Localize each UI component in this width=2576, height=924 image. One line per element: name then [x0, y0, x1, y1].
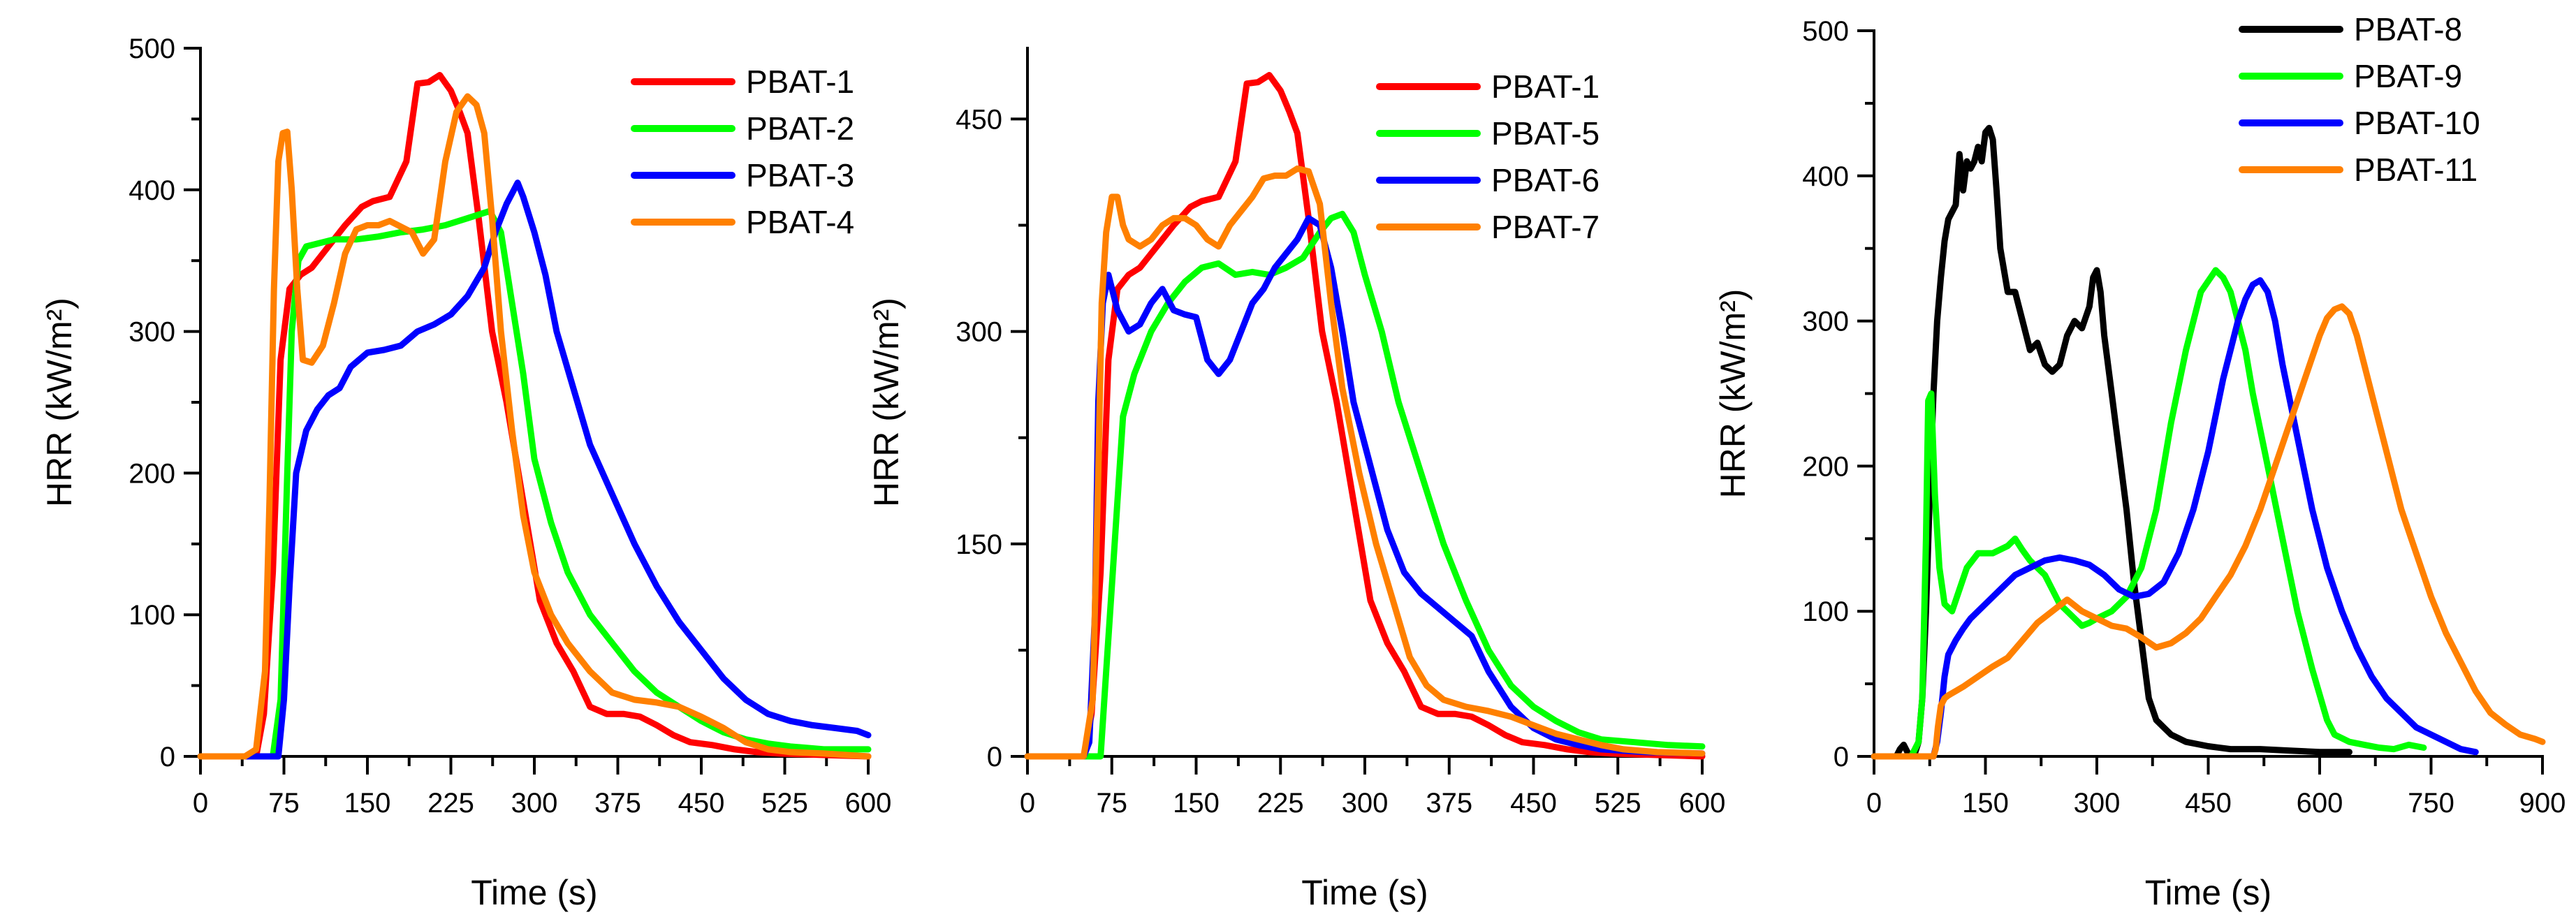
x-tick-label: 300 [2074, 788, 2121, 819]
y-axis-title: HRR (kW/m²) [40, 298, 79, 507]
x-tick-label: 300 [1342, 788, 1389, 819]
x-tick-label: 75 [268, 788, 300, 819]
legend-label: PBAT-4 [746, 204, 854, 240]
legend-label: PBAT-11 [2354, 152, 2478, 188]
x-tick-label: 450 [2185, 788, 2232, 819]
x-tick-label: 600 [845, 788, 892, 819]
legend-label: PBAT-10 [2354, 105, 2480, 141]
x-tick-label: 600 [2297, 788, 2343, 819]
x-tick-label: 375 [1426, 788, 1472, 819]
chart-panel-left: 0 75 150 225 300 375 450 525 600 0 100 200 300 400 500… [40, 34, 891, 912]
y-tick-label: 500 [1802, 16, 1849, 47]
y-tick-label: 300 [129, 317, 175, 348]
series-line-pbat-3 [197, 179, 872, 760]
y-tick-label: 400 [129, 175, 175, 206]
x-tick-label: 150 [1173, 788, 1220, 819]
legend-label: PBAT-1 [1491, 68, 1600, 105]
y-tick-label: 200 [1802, 451, 1849, 482]
series-line-pbat-10 [1871, 277, 2479, 760]
x-tick-label: 0 [193, 788, 208, 819]
series-line-pbat-6 [1024, 214, 1706, 760]
y-tick-label: 400 [1802, 161, 1849, 192]
y-tick-label: 300 [1802, 307, 1849, 337]
y-tick-label: 500 [129, 34, 175, 64]
x-tick-label: 450 [678, 788, 725, 819]
y-tick-label: 200 [129, 458, 175, 489]
x-tick-label: 225 [427, 788, 474, 819]
y-tick-label: 0 [1834, 742, 1849, 772]
legend-label: PBAT-9 [2354, 58, 2462, 94]
y-tick-label: 0 [160, 742, 175, 772]
y-tick-label: 0 [987, 742, 1002, 772]
legend-label: PBAT-5 [1491, 115, 1600, 152]
x-tick-label: 0 [1866, 788, 1882, 819]
chart-panel-right: 0 150 300 450 600 750 900 0 100 200 300 400 500 Time … [1713, 11, 2566, 912]
y-tick-label: 150 [956, 529, 1002, 560]
y-tick-label: 100 [1802, 596, 1849, 627]
x-tick-label: 375 [594, 788, 641, 819]
x-tick-label: 150 [1962, 788, 2009, 819]
legend-label: PBAT-3 [746, 157, 854, 193]
x-tick-label: 600 [1679, 788, 1726, 819]
series-line-pbat-1 [1024, 72, 1706, 760]
y-axis-title: HRR (kW/m²) [867, 298, 906, 507]
series-line-pbat-9 [1871, 267, 2427, 760]
x-tick-label: 225 [1257, 788, 1304, 819]
y-axis-title: HRR (kW/m²) [1713, 289, 1752, 499]
x-tick-label: 450 [1510, 788, 1557, 819]
x-tick-label: 525 [1595, 788, 1641, 819]
series-line-pbat-5 [1024, 210, 1706, 760]
x-tick-label: 525 [761, 788, 808, 819]
x-axis-title: Time (s) [2145, 873, 2271, 912]
series-line-pbat-4 [197, 93, 872, 760]
x-tick-label: 750 [2408, 788, 2454, 819]
y-tick-label: 450 [956, 104, 1002, 135]
x-axis-title: Time (s) [471, 873, 597, 912]
legend-label: PBAT-8 [2354, 11, 2462, 47]
x-tick-label: 0 [1020, 788, 1035, 819]
x-tick-label: 300 [511, 788, 558, 819]
x-tick-label: 150 [344, 788, 391, 819]
series-line-pbat-1 [197, 72, 872, 760]
legend-label: PBAT-6 [1491, 162, 1600, 198]
series-line-pbat-11 [1871, 303, 2546, 760]
chart-panel-middle: 0 75 150 225 300 375 450 525 600 0 150 300 450 Time (… [867, 47, 1725, 912]
legend-label: PBAT-2 [746, 110, 854, 147]
series-line-pbat-7 [1024, 165, 1706, 760]
y-tick-label: 100 [129, 600, 175, 631]
legend-label: PBAT-1 [746, 64, 854, 100]
x-tick-label: 900 [2519, 788, 2566, 819]
legend-label: PBAT-7 [1491, 209, 1600, 245]
y-tick-label: 300 [956, 317, 1002, 348]
x-axis-title: Time (s) [1301, 873, 1428, 912]
x-tick-label: 75 [1097, 788, 1128, 819]
